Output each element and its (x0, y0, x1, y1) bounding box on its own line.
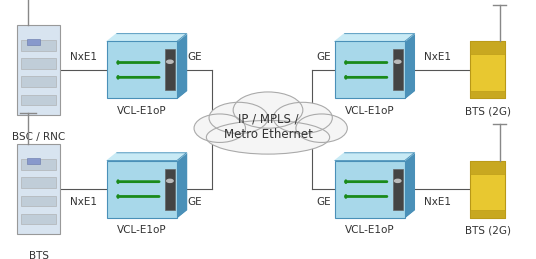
Ellipse shape (209, 102, 268, 133)
Text: VCL-E1oP: VCL-E1oP (345, 225, 394, 235)
Text: BTS: BTS (28, 251, 49, 259)
Polygon shape (335, 34, 414, 41)
Text: BTS (2G): BTS (2G) (465, 225, 511, 235)
Bar (21, 196, 56, 206)
Text: NxE1: NxE1 (424, 52, 451, 62)
Polygon shape (405, 34, 414, 98)
Text: GE: GE (187, 52, 202, 62)
Text: GE: GE (316, 197, 331, 207)
Text: BSC / RNC: BSC / RNC (12, 132, 65, 142)
Bar (471, 161, 505, 218)
Polygon shape (177, 153, 187, 218)
Bar (21, 40, 56, 51)
Bar (17, 144, 60, 234)
Text: BTS (2G): BTS (2G) (465, 106, 511, 116)
Bar (27, 158, 40, 164)
Bar (393, 49, 403, 90)
Text: VCL-E1oP: VCL-E1oP (345, 106, 394, 116)
Polygon shape (335, 161, 405, 218)
Bar (471, 210, 505, 218)
Text: NxE1: NxE1 (70, 197, 97, 207)
Bar (21, 159, 56, 170)
Circle shape (394, 179, 401, 182)
Bar (165, 169, 175, 210)
Polygon shape (335, 41, 405, 98)
Bar (471, 161, 505, 174)
Bar (21, 95, 56, 105)
Ellipse shape (296, 114, 347, 142)
Text: VCL-E1oP: VCL-E1oP (117, 106, 167, 116)
Text: NxE1: NxE1 (70, 52, 97, 62)
Text: GE: GE (316, 52, 331, 62)
Bar (471, 41, 505, 54)
Bar (21, 177, 56, 188)
Bar (21, 76, 56, 87)
Bar (17, 25, 60, 115)
Polygon shape (177, 34, 187, 98)
Bar (471, 91, 505, 98)
Polygon shape (107, 153, 187, 161)
Ellipse shape (273, 102, 332, 133)
Circle shape (167, 60, 173, 63)
Polygon shape (107, 34, 187, 41)
Ellipse shape (233, 92, 303, 128)
Bar (471, 41, 505, 98)
Ellipse shape (194, 114, 245, 142)
Bar (21, 214, 56, 224)
Text: GE: GE (187, 197, 202, 207)
Circle shape (167, 179, 173, 182)
Bar (27, 39, 40, 45)
Bar (393, 169, 403, 210)
Ellipse shape (206, 120, 330, 154)
Text: VCL-E1oP: VCL-E1oP (117, 225, 167, 235)
Text: IP / MPLS /
Metro Ethernet: IP / MPLS / Metro Ethernet (224, 113, 312, 141)
Bar (21, 58, 56, 69)
Bar (165, 49, 175, 90)
Polygon shape (405, 153, 414, 218)
Polygon shape (107, 161, 177, 218)
Polygon shape (107, 41, 177, 98)
Text: NxE1: NxE1 (424, 197, 451, 207)
Circle shape (394, 60, 401, 63)
Polygon shape (335, 153, 414, 161)
